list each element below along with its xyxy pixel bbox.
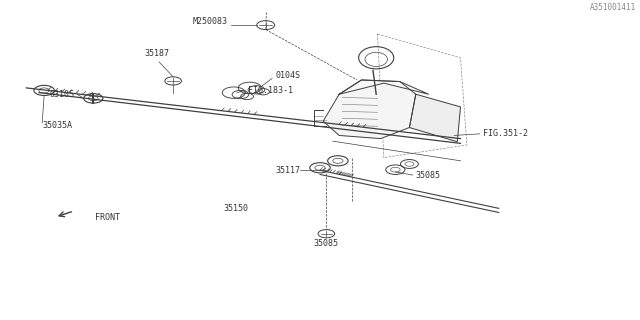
Polygon shape xyxy=(410,94,461,142)
Text: FIG.351-2: FIG.351-2 xyxy=(483,129,528,138)
Text: 35035A: 35035A xyxy=(42,121,72,130)
Text: M250083: M250083 xyxy=(193,18,227,27)
Polygon shape xyxy=(323,80,416,139)
Polygon shape xyxy=(339,80,429,94)
Text: 35117: 35117 xyxy=(276,166,301,175)
Text: 0310S: 0310S xyxy=(49,90,74,99)
Text: FIG.183-1: FIG.183-1 xyxy=(248,86,294,95)
Text: 35085: 35085 xyxy=(314,239,339,248)
Text: 35187: 35187 xyxy=(145,49,170,58)
Text: 35150: 35150 xyxy=(223,204,248,212)
Text: A351001411: A351001411 xyxy=(590,3,636,12)
Text: 0104S: 0104S xyxy=(275,71,300,80)
Text: 35085: 35085 xyxy=(416,171,441,180)
Text: FRONT: FRONT xyxy=(95,213,120,222)
